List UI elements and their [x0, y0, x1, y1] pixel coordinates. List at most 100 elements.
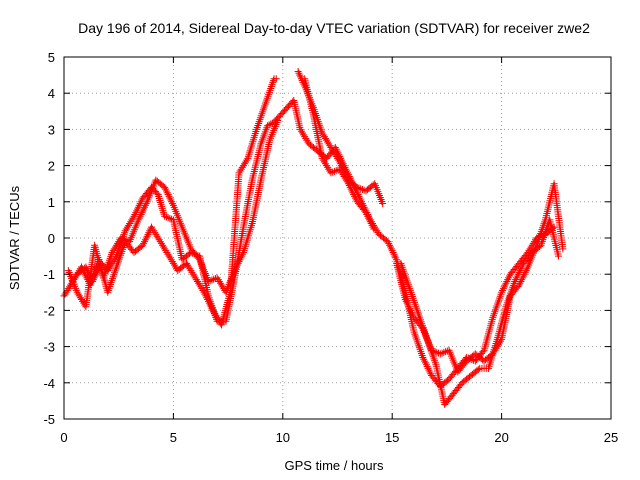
data-point: [236, 256, 244, 264]
data-point: [355, 184, 363, 192]
data-point: [82, 272, 90, 280]
data-point: [206, 301, 214, 309]
data-point: [117, 234, 125, 242]
data-point: [513, 272, 521, 280]
data-point: [341, 174, 349, 182]
data-point: [215, 277, 223, 285]
data-point: [130, 212, 138, 220]
data-point: [160, 243, 168, 251]
grid-lines: [64, 57, 611, 419]
data-point: [516, 279, 524, 287]
data-point: [76, 294, 84, 302]
data-point: [79, 297, 87, 305]
data-point: [135, 201, 143, 209]
data-point: [133, 207, 141, 215]
data-point: [272, 75, 280, 83]
data-point: [302, 134, 310, 142]
data-point: [350, 191, 358, 199]
data-point: [337, 167, 345, 175]
data-point: [298, 129, 306, 137]
data-point: [320, 158, 328, 166]
data-point: [70, 276, 78, 284]
data-point: [388, 247, 396, 255]
data-point: [390, 250, 398, 258]
data-point: [210, 308, 218, 316]
data-point: [142, 234, 150, 242]
data-point: [384, 238, 392, 246]
data-point: [232, 263, 240, 271]
data-point: [235, 258, 243, 266]
data-point: [265, 121, 273, 129]
data-point: [188, 268, 196, 276]
y-tick-label: -5: [43, 412, 55, 427]
data-point: [75, 292, 83, 300]
data-point: [152, 230, 160, 238]
data-point: [495, 339, 503, 347]
data-point: [294, 67, 302, 75]
data-point: [330, 167, 338, 175]
data-point: [339, 171, 347, 179]
data-point: [349, 189, 357, 197]
data-point: [203, 294, 211, 302]
data-point: [207, 303, 215, 311]
data-point: [74, 268, 82, 276]
axis-ticks: 0 5 10 15 20 25 -5 -4 -3 -2 -1 0 1 2 3 4 5: [43, 50, 618, 445]
data-point: [162, 213, 170, 221]
x-tick-label: 0: [60, 430, 67, 445]
data-point: [362, 209, 370, 217]
data-point: [242, 158, 250, 166]
data-point: [325, 165, 333, 173]
data-point: [61, 290, 69, 298]
data-point: [438, 349, 446, 357]
data-point: [325, 140, 333, 148]
data-point: [81, 270, 89, 278]
data-point: [149, 225, 157, 233]
data-point: [330, 149, 338, 157]
data-point: [442, 348, 450, 356]
data-point: [498, 286, 506, 294]
data-point: [514, 270, 522, 278]
data-point: [421, 357, 429, 365]
data-point: [426, 368, 434, 376]
data-point: [420, 355, 428, 363]
data-point: [425, 366, 433, 374]
data-point: [336, 158, 344, 166]
data-point: [365, 214, 373, 222]
data-point: [141, 238, 149, 246]
data-point: [162, 247, 170, 255]
data-point: [129, 214, 137, 222]
data-point: [145, 229, 153, 237]
data-point: [296, 71, 304, 79]
data-point: [212, 312, 220, 320]
data-point: [209, 306, 217, 314]
data-point: [218, 281, 226, 289]
data-point: [347, 185, 355, 193]
data-point: [338, 169, 346, 177]
data-point: [357, 185, 365, 193]
data-point: [406, 305, 414, 313]
data-point: [329, 147, 337, 155]
data-point: [193, 277, 201, 285]
data-point: [113, 241, 121, 249]
data-point: [198, 285, 206, 293]
data-points: [60, 67, 567, 409]
data-point: [184, 261, 192, 269]
data-point: [168, 198, 176, 206]
y-axis-label: SDTVAR / TECUs: [7, 185, 22, 290]
data-point: [344, 180, 352, 188]
data-point: [78, 296, 86, 304]
data-point: [197, 283, 205, 291]
data-point: [418, 323, 426, 331]
data-point: [163, 248, 171, 256]
data-point: [183, 259, 191, 267]
data-point: [401, 296, 409, 304]
data-point: [165, 252, 173, 260]
data-point: [297, 73, 305, 81]
data-point: [80, 268, 88, 276]
x-tick-label: 10: [276, 430, 290, 445]
data-point: [554, 252, 562, 260]
data-point: [369, 223, 377, 231]
y-tick-label: 1: [48, 195, 55, 210]
data-point: [318, 154, 326, 162]
